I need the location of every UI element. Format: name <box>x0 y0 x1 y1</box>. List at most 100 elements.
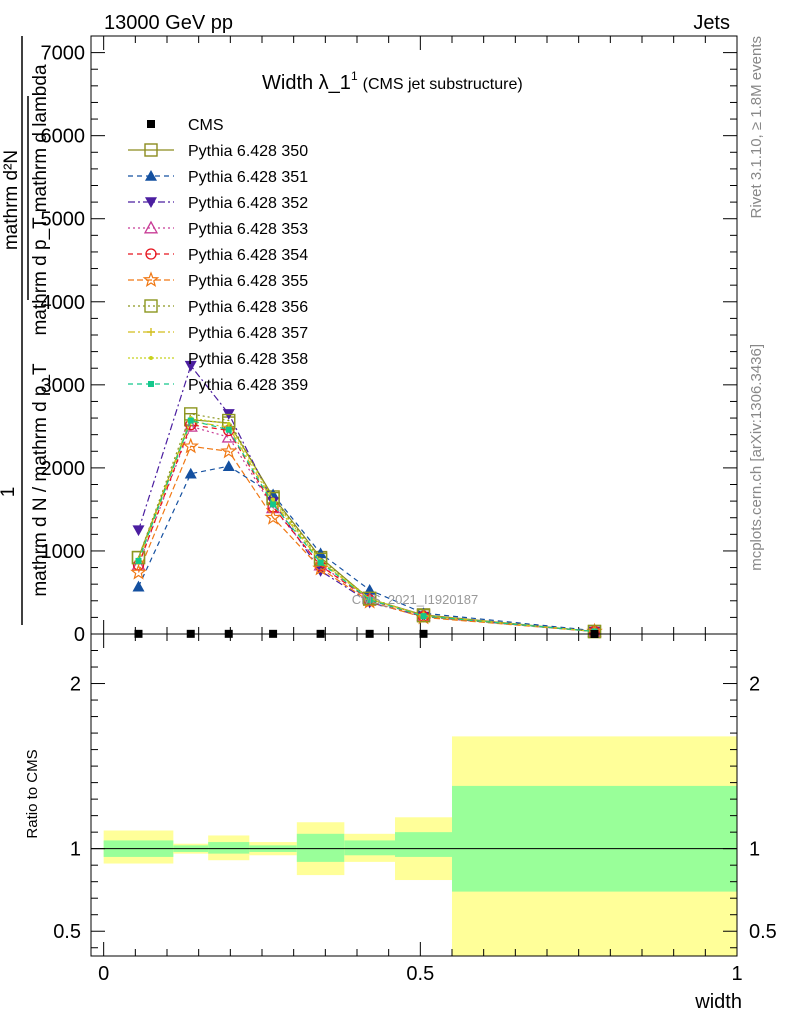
lower-axes: 0.5 0.5 1 1 2 2 0 0.5 1 <box>53 634 777 985</box>
series-marker <box>416 609 431 623</box>
series-marker <box>145 248 157 260</box>
legend-label: Pythia 6.428 357 <box>188 325 308 342</box>
upper-ylabel-bottom: mathrm d N / mathrm d p_T <box>30 363 51 597</box>
ratio-band-green <box>395 832 452 857</box>
ratio-ytick-label-right: 0.5 <box>749 921 777 943</box>
upper-ylabel-top: 1 <box>0 487 19 498</box>
legend-entry: Pythia 6.428 355 <box>128 271 308 290</box>
legend-entry: Pythia 6.428 353 <box>128 220 308 238</box>
legend-entry: Pythia 6.428 356 <box>128 299 308 316</box>
upper-ytick-label: 0 <box>74 624 85 646</box>
upper-ylabel-numerator: mathrm d²N <box>1 150 22 250</box>
x-tick-label: 1 <box>731 963 742 985</box>
x-tick-label: 0 <box>98 963 109 985</box>
series-pythia-6-428-351 <box>132 460 601 636</box>
series-marker <box>225 426 232 433</box>
ratio-band-green <box>296 833 345 862</box>
series-marker <box>270 501 277 508</box>
legend-label: Pythia 6.428 356 <box>188 299 308 316</box>
series-marker <box>132 580 145 592</box>
series-marker <box>132 525 145 537</box>
plot-title: Width λ_11 (CMS jet substructure) <box>262 69 523 94</box>
legend-label: Pythia 6.428 354 <box>188 247 308 264</box>
legend-entry: CMS <box>147 117 224 134</box>
series-marker <box>221 429 236 443</box>
legend-entry: Pythia 6.428 352 <box>128 195 308 212</box>
series-marker <box>142 271 160 288</box>
legend-label: CMS <box>188 117 224 134</box>
legend-label: Pythia 6.428 355 <box>188 273 308 290</box>
series-marker <box>366 596 373 603</box>
ratio-ylabel: Ratio to CMS <box>24 749 41 838</box>
legend-entry: Pythia 6.428 350 <box>128 143 308 160</box>
plot-title-main: Width λ_1 <box>262 72 351 94</box>
upper-ytick-label: 5000 <box>41 209 86 231</box>
legend-entry: Pythia 6.428 359 <box>128 377 308 394</box>
rivet-version-label: Rivet 3.1.10, ≥ 1.8M events <box>748 36 765 219</box>
upper-ytick-label: 3000 <box>41 375 86 397</box>
upper-ylabel-denominator: mathrm d p_T mathrm d lambda <box>30 64 51 335</box>
upper-ytick-label: 7000 <box>41 43 86 65</box>
series-marker <box>135 557 142 564</box>
header-process-label: Jets <box>693 12 730 34</box>
series-marker <box>149 356 153 360</box>
header-energy-label: 13000 GeV pp <box>104 12 233 34</box>
series-marker <box>183 419 198 432</box>
series-marker <box>184 360 197 372</box>
legend-entry: Pythia 6.428 354 <box>128 247 308 264</box>
series-marker <box>184 467 197 479</box>
upper-ytick-label: 1000 <box>41 541 86 563</box>
series-marker <box>420 613 427 620</box>
lower-plot-frame <box>90 633 738 957</box>
legend-label: Pythia 6.428 351 <box>188 169 308 186</box>
legend-label: Pythia 6.428 358 <box>188 351 308 368</box>
series-marker <box>220 442 238 459</box>
series-marker <box>145 197 157 208</box>
series-marker <box>144 143 158 157</box>
upper-ylabel: 1 mathrm d²N mathrm d p_T mathrm d lambd… <box>0 36 51 625</box>
upper-axes: 0 1000 2000 3000 4000 5000 6000 7000 <box>41 36 738 646</box>
series-line <box>137 465 595 632</box>
ratio-band-green <box>452 785 737 892</box>
series-line <box>137 424 595 633</box>
plot-title-superscript: 1 <box>351 69 358 83</box>
legend-entry: Pythia 6.428 357 <box>128 325 308 342</box>
series-marker <box>317 559 324 566</box>
series-marker <box>144 299 158 313</box>
upper-ytick-label: 6000 <box>41 126 86 148</box>
ratio-bands <box>103 736 737 956</box>
series-marker <box>143 220 159 234</box>
series-marker <box>182 437 200 454</box>
legend: CMS Pythia 6.428 350 Pythia 6.428 351 Pythi… <box>128 117 308 394</box>
series-marker <box>187 417 194 424</box>
legend-entry: Pythia 6.428 351 <box>128 169 308 186</box>
series-marker <box>264 509 282 525</box>
legend-entry: Pythia 6.428 358 <box>128 351 308 368</box>
series-marker <box>148 381 154 387</box>
series-marker <box>226 421 231 426</box>
series-marker <box>312 559 329 576</box>
legend-label: Pythia 6.428 350 <box>188 143 308 160</box>
ratio-ytick-label: 0.5 <box>53 921 81 943</box>
legend-label: Pythia 6.428 353 <box>188 221 308 238</box>
series-marker <box>130 563 147 580</box>
ratio-band-green <box>208 842 250 854</box>
series-marker <box>145 170 157 181</box>
series-marker <box>222 460 235 472</box>
series-marker <box>362 591 377 605</box>
series-line <box>137 445 595 633</box>
x-axis-label: width <box>694 991 742 1013</box>
series-line <box>137 417 595 633</box>
legend-label: Pythia 6.428 352 <box>188 195 308 212</box>
upper-ytick-label: 2000 <box>41 458 86 480</box>
data-point <box>147 120 155 128</box>
ratio-ytick-label: 2 <box>70 674 81 696</box>
upper-series <box>130 360 603 639</box>
ratio-band-green <box>344 840 395 856</box>
upper-ytick-label: 4000 <box>41 292 86 314</box>
analysis-watermark: CMS_2021_I1920187 <box>352 592 479 607</box>
mcplots-label: mcplots.cern.ch [arXiv:1306.3436] <box>748 344 765 571</box>
ratio-ytick-label-right: 1 <box>749 839 760 861</box>
